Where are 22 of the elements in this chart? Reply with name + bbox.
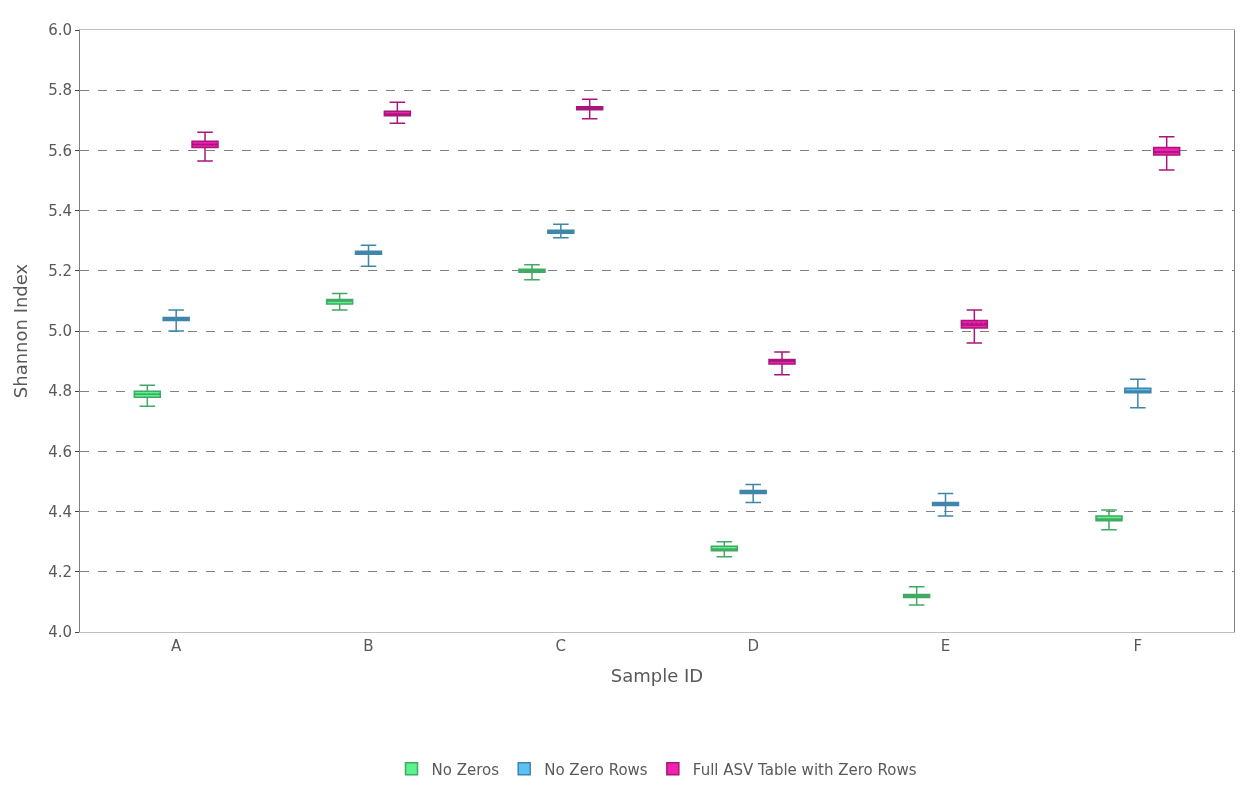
- x-tick-label: F: [1133, 637, 1143, 655]
- x-tick-label: C: [555, 637, 567, 655]
- x-tick-label: D: [747, 637, 759, 655]
- x-tick-label: B: [363, 637, 374, 655]
- legend-label: Full ASV Table with Zero Rows: [692, 760, 917, 779]
- x-tick-label: E: [940, 637, 951, 655]
- x-tick-label: A: [171, 637, 183, 655]
- y-tick-label: 5.4: [48, 201, 72, 220]
- y-tick-label: 5.0: [48, 322, 72, 341]
- x-axis-title: Sample ID: [610, 665, 704, 687]
- y-tick-label: 4.4: [48, 502, 72, 521]
- y-tick-label: 5.6: [48, 141, 72, 160]
- y-tick-label: 4.8: [48, 382, 72, 401]
- y-axis-title: Shannon Index: [10, 263, 32, 399]
- legend-label: No Zero Rows: [544, 760, 648, 779]
- y-tick-label: 4.2: [48, 563, 72, 582]
- y-tick-label: 5.2: [48, 262, 72, 281]
- y-tick-label: 4.0: [48, 623, 72, 642]
- y-tick-label: 6.0: [48, 21, 72, 40]
- legend-label: No Zeros: [431, 760, 500, 779]
- y-tick-label: 5.8: [48, 81, 72, 100]
- y-tick-label: 4.6: [48, 442, 72, 461]
